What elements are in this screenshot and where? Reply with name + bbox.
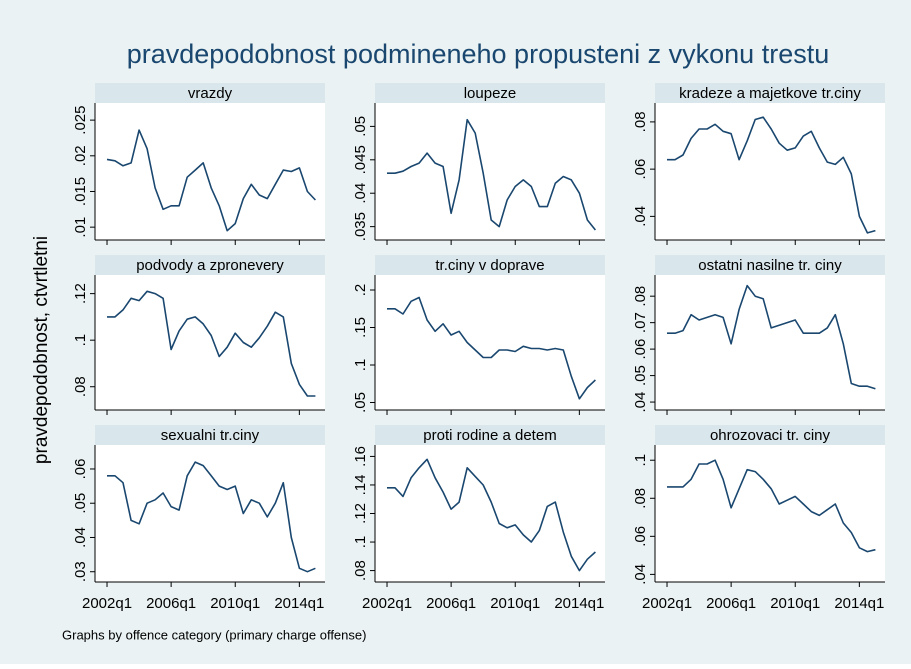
y-tick-label: .12 (352, 503, 369, 524)
panel-header (655, 83, 885, 103)
plot-area (375, 445, 605, 582)
y-tick-label: .015 (72, 177, 89, 206)
y-tick-label: .04 (72, 527, 89, 548)
note: Graphs by offence category (primary char… (62, 627, 366, 642)
plot-area (375, 103, 605, 240)
plot-area (655, 445, 885, 582)
data-line (107, 290, 316, 397)
x-tick-label: 2002q1 (642, 595, 692, 612)
panel-title: ostatni nasilne tr. ciny (698, 257, 842, 274)
y-tick-label: .16 (352, 446, 369, 467)
y-tick-label: .05 (632, 365, 649, 386)
x-tick-label: 2014q1 (834, 595, 884, 612)
y-tick-label: .12 (72, 283, 89, 304)
y-tick-label: .04 (352, 183, 369, 204)
y-tick-label: .1 (72, 334, 89, 347)
x-tick-label: 2006q1 (146, 595, 196, 612)
x-tick-label: 2010q1 (770, 595, 820, 612)
plot-area (95, 445, 325, 582)
y-tick-label: .08 (632, 488, 649, 509)
y-tick-label: .08 (352, 560, 369, 581)
y-tick-label: .04 (632, 392, 649, 413)
panel-header (375, 255, 605, 275)
y-tick-label: .01 (72, 217, 89, 238)
y-tick-label: .08 (72, 376, 89, 397)
x-tick-label: 2014q1 (274, 595, 324, 612)
y-tick-label: .07 (632, 312, 649, 333)
panel-title: ohrozovaci tr. ciny (710, 427, 831, 444)
y-tick-label: .08 (632, 111, 649, 132)
y-tick-label: .02 (72, 145, 89, 166)
y-tick-label: .06 (632, 339, 649, 360)
y-tick-label: .1 (352, 536, 369, 549)
panel-title: loupeze (464, 85, 517, 102)
x-tick-label: 2006q1 (706, 595, 756, 612)
panel-title: proti rodine a detem (423, 427, 556, 444)
main-title: pravdepodobnost podmineneho propusteni z… (127, 39, 829, 69)
x-tick-label: 2010q1 (490, 595, 540, 612)
y-tick-label: .14 (352, 475, 369, 496)
y-tick-label: .03 (72, 561, 89, 582)
panel-title: sexualni tr.ciny (161, 427, 260, 444)
y-tick-label: .06 (632, 159, 649, 180)
panel-title: kradeze a majetkove tr.ciny (679, 85, 861, 102)
x-tick-label: 2002q1 (362, 595, 412, 612)
data-line (667, 116, 876, 234)
y-tick-label: .1 (352, 359, 369, 372)
y-tick-label: .06 (72, 459, 89, 480)
plot-area (95, 275, 325, 410)
panel-header (375, 425, 605, 445)
x-tick-label: 2002q1 (82, 595, 132, 612)
plot-area (375, 275, 605, 410)
data-line (387, 458, 596, 572)
x-tick-label: 2014q1 (554, 595, 604, 612)
y-tick-label: .04 (632, 564, 649, 585)
data-line (387, 296, 596, 400)
y-tick-label: .025 (72, 106, 89, 135)
y-tick-label: .1 (632, 454, 649, 467)
y-tick-label: .15 (352, 317, 369, 338)
y-tick-label: .05 (352, 392, 369, 413)
panel-header (95, 255, 325, 275)
y-tick-label: .035 (352, 212, 369, 241)
panel-header (655, 255, 885, 275)
data-line (387, 118, 597, 231)
y-tick-label: .04 (632, 206, 649, 227)
plot-area (655, 275, 885, 410)
x-tick-label: 2006q1 (426, 595, 476, 612)
panel-header (95, 425, 325, 445)
panel-header (655, 425, 885, 445)
y-tick-label: .05 (352, 116, 369, 137)
panel-title: vrazdy (188, 85, 233, 102)
panel-title: tr.ciny v doprave (435, 257, 544, 274)
y-tick-label: .08 (632, 286, 649, 307)
y-tick-label: .2 (352, 284, 369, 297)
x-tick-label: 2010q1 (210, 595, 260, 612)
y-tick-label: .06 (632, 526, 649, 547)
data-line (107, 461, 316, 573)
data-line (667, 284, 876, 390)
data-line (106, 129, 316, 232)
panel-header (95, 83, 325, 103)
panel-header (375, 83, 605, 103)
y-axis-label: pravdepodobnost, ctvrtletni (31, 236, 52, 464)
y-tick-label: .045 (352, 145, 369, 174)
panel-title: podvody a zpronevery (136, 257, 284, 274)
y-tick-label: .05 (72, 493, 89, 514)
data-line (667, 459, 876, 553)
